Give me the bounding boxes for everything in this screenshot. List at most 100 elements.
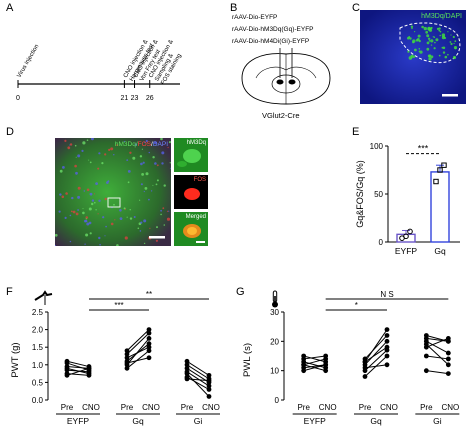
condition-label: Pre: [121, 403, 134, 412]
data-point: [124, 351, 130, 357]
micrograph-c-image: [360, 10, 466, 104]
pair-line: [303, 358, 326, 366]
data-point: [384, 344, 390, 350]
chart-e: 0 50 100 Gq&FOS/Gq (%) EYFP Gq ***: [355, 142, 460, 256]
data-point: [323, 368, 329, 374]
x-tick-label: Gq: [434, 246, 446, 256]
data-point: [384, 362, 390, 368]
y-tick-label: 10: [270, 367, 279, 376]
x-tick-label: EYFP: [395, 246, 418, 256]
data-point: [64, 358, 70, 364]
pair-line: [66, 366, 90, 369]
y-tick-label: 1.0: [32, 361, 44, 370]
timeline-tick-label: 23: [131, 95, 139, 102]
data-point: [423, 353, 429, 359]
pair-line: [186, 378, 210, 382]
pair-line: [126, 338, 150, 366]
data-point: [124, 355, 130, 361]
panel-label-e: E: [352, 126, 360, 138]
data-point: [206, 394, 212, 399]
pair-line: [426, 355, 449, 360]
micrograph-c-label: hM3Dq/DAPI: [421, 13, 462, 20]
pair-line: [186, 360, 210, 376]
data-point: [206, 378, 212, 384]
micrograph-d-label: hM3Dq/FOS/DAPI: [114, 141, 168, 148]
group-label: Gi: [194, 416, 203, 426]
brain-outline-icon: [241, 53, 331, 105]
group-label: Gi: [433, 416, 442, 426]
pair-line: [364, 364, 388, 369]
roi-box: [107, 197, 121, 208]
data-point: [184, 365, 190, 371]
pair-line: [426, 340, 449, 354]
data-point: [423, 336, 429, 341]
data-point: [146, 336, 152, 341]
timeline-ticks: 0 21 23 26: [16, 80, 154, 102]
data-point: [301, 362, 307, 368]
pair-line: [66, 362, 90, 371]
data-point: [64, 372, 70, 378]
condition-label: Pre: [61, 403, 74, 412]
data-point: [146, 330, 152, 336]
inset-label-fos: FOS: [193, 177, 206, 183]
pair-line: [364, 335, 388, 360]
data-point: [124, 360, 130, 366]
y-tick-label: 2.5: [32, 308, 44, 317]
brain-schematic: [241, 48, 331, 105]
data-point: [206, 387, 212, 392]
group-label: EYFP: [304, 416, 327, 426]
condition-label: CNO: [142, 403, 160, 412]
data-point: [146, 355, 152, 361]
data-point: [323, 362, 329, 368]
target-region-outline: [399, 22, 461, 64]
data-point: [407, 228, 413, 235]
pair-line: [126, 329, 150, 352]
data-point: [445, 362, 451, 368]
pair-line: [426, 337, 449, 348]
y-tick-label: 0: [275, 396, 280, 405]
data-point: [323, 353, 329, 359]
panel-label-b: B: [230, 2, 238, 14]
chart-f: 0.0 0.5 1.0 1.5 2.0 2.5 PWT (g) Pre CNO EYFP Pre CN…: [10, 290, 220, 426]
virus-list: rAAV-Dio-EYFP rAAV-Dio-hM3Dq(Gq)-EYFP rA…: [232, 12, 314, 48]
data-point: [445, 338, 451, 344]
condition-label: CNO: [82, 403, 100, 412]
data-point: [441, 162, 447, 168]
micrograph-d-image: [55, 138, 171, 246]
virus-line-1: rAAV-Dio-EYFP: [232, 14, 278, 21]
y-axis-label: PWL (s): [242, 343, 253, 377]
data-point: [423, 368, 429, 374]
y-tick-label: 0.0: [32, 396, 44, 405]
data-point: [445, 356, 451, 362]
pair-line: [364, 329, 388, 363]
pair-line: [126, 332, 150, 355]
pair-line: [66, 360, 90, 368]
timeline-event-label: Virus injection: [17, 44, 41, 79]
y-tick-label: 0.5: [32, 378, 44, 387]
y-tick-label: 1.5: [32, 343, 44, 352]
inset-fos: FOS: [174, 175, 208, 209]
mouse-line-label: VGlut2-Cre: [262, 111, 300, 120]
data-point: [384, 353, 390, 359]
condition-label: Pre: [297, 403, 310, 412]
data-point: [445, 371, 451, 376]
inset-hm3dq: hM3Dq: [174, 138, 208, 172]
data-point: [403, 233, 409, 240]
thermometer-icon: [272, 290, 278, 308]
pair-line: [364, 340, 388, 366]
significance-label: **: [146, 290, 152, 299]
timeline-event-labels: Virus injection CNO injection &Hargreaves…: [17, 39, 183, 86]
chart-g: 0 10 20 30 PWL (s) Pre CNO EYFP Pre CNO Gq Pre CNO Gi…: [242, 290, 460, 426]
timeline-tick-label: 0: [16, 95, 20, 102]
group-label: Gq: [370, 416, 382, 426]
data-point: [437, 167, 443, 173]
panel-label-c: C: [352, 2, 360, 14]
pair-line: [303, 355, 326, 363]
data-point: [423, 341, 429, 347]
data-point: [384, 333, 390, 338]
panel-label-d: D: [6, 126, 14, 138]
data-point: [184, 376, 190, 382]
scale-bar: [442, 94, 458, 97]
y-tick-label: 2.0: [32, 326, 44, 335]
data-point: [206, 383, 212, 389]
